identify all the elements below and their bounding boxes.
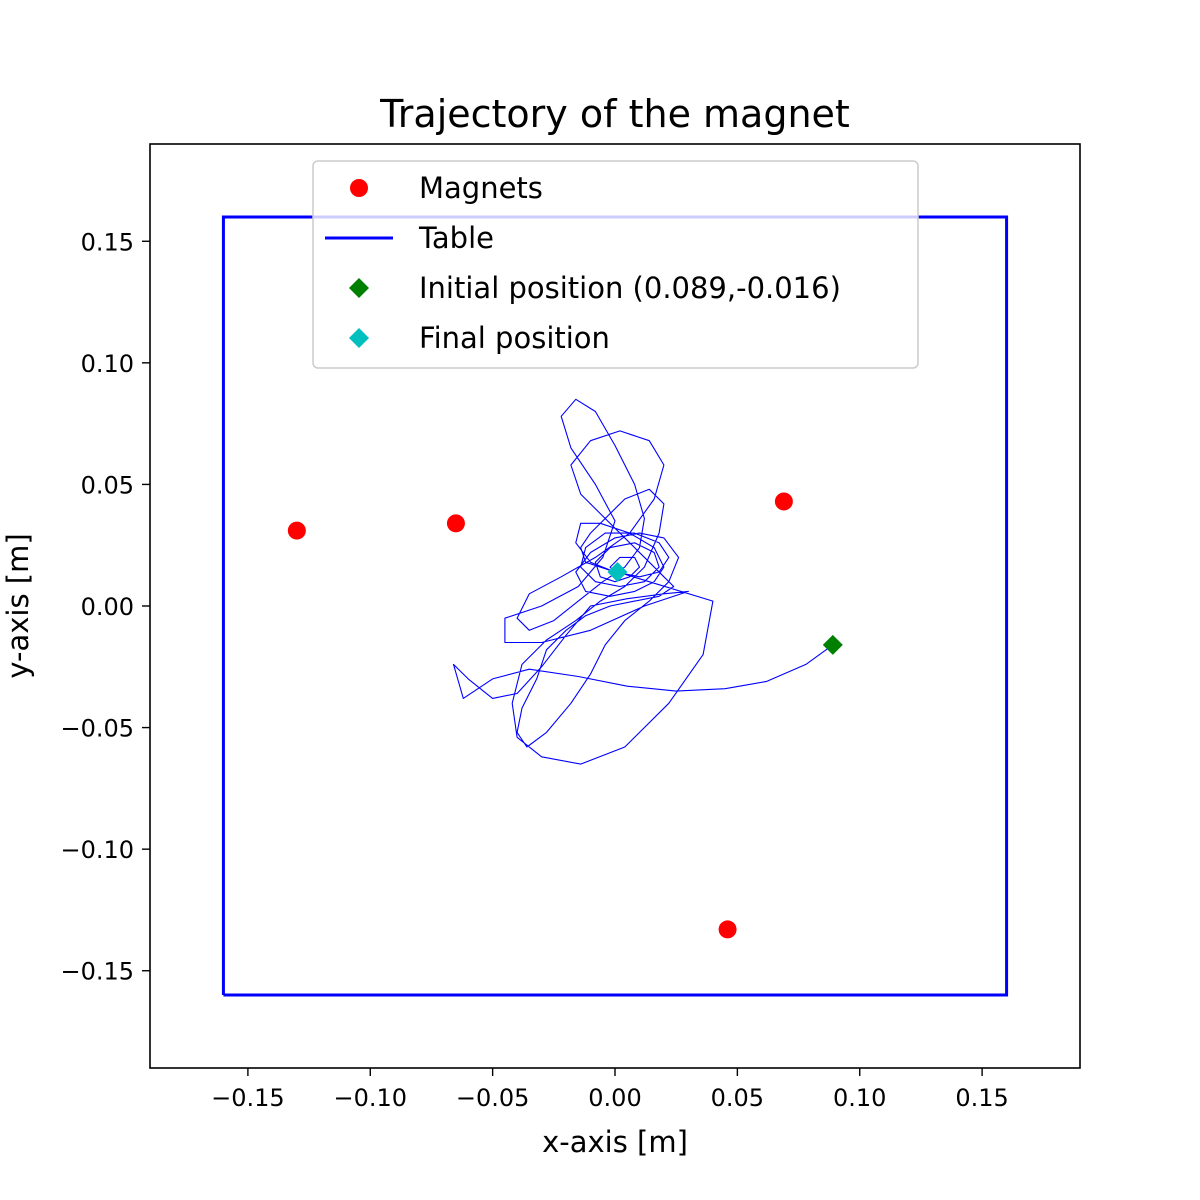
- x-tick-label: 0.15: [955, 1084, 1008, 1112]
- x-tick-label: −0.05: [456, 1084, 530, 1112]
- y-tick-label: 0.15: [81, 228, 134, 256]
- initial-position-marker: [607, 561, 628, 582]
- axis-ticks: −0.15 −0.10 −0.05 0.00 0.05 0.10 0.15 −0.15 −0.1…: [60, 228, 1008, 1112]
- legend-initial-swatch: [349, 278, 369, 298]
- x-tick-label: −0.15: [211, 1084, 285, 1112]
- x-tick-label: 0.00: [588, 1084, 641, 1112]
- y-tick-label: −0.05: [60, 715, 134, 743]
- legend-label: Final position: [419, 321, 610, 355]
- legend-magnets-swatch: [350, 179, 368, 197]
- legend-label: Magnets: [419, 171, 543, 205]
- chart-title: Trajectory of the magnet: [379, 92, 850, 136]
- y-tick-label: 0.05: [81, 471, 134, 499]
- legend-label: Initial position (0.089,-0.016): [419, 271, 841, 305]
- magnet-point-4: [718, 920, 737, 939]
- final-position-marker: [822, 634, 843, 655]
- y-tick-label: 0.10: [81, 350, 134, 378]
- magnet-point-1: [287, 521, 306, 540]
- x-tick-label: 0.05: [711, 1084, 764, 1112]
- y-tick-label: −0.10: [60, 836, 134, 864]
- legend-box: [312, 160, 919, 369]
- x-axis-label: x-axis [m]: [542, 1125, 688, 1159]
- plot-area: [221, 215, 1009, 997]
- legend-final-swatch: [349, 328, 369, 348]
- x-tick-label: 0.10: [833, 1084, 886, 1112]
- magnet-point-2: [446, 514, 465, 533]
- y-tick-label: 0.00: [81, 593, 134, 621]
- table-line: [221, 215, 1009, 997]
- legend: Magnets Table Initial position (0.089,-0.0…: [312, 160, 919, 369]
- y-tick-label: −0.15: [60, 958, 134, 986]
- legend-label: Table: [418, 221, 494, 255]
- x-tick-label: −0.10: [333, 1084, 407, 1112]
- trajectory-line: [452, 398, 834, 765]
- magnet-point-3: [774, 492, 793, 511]
- y-axis-label: y-axis [m]: [1, 533, 35, 678]
